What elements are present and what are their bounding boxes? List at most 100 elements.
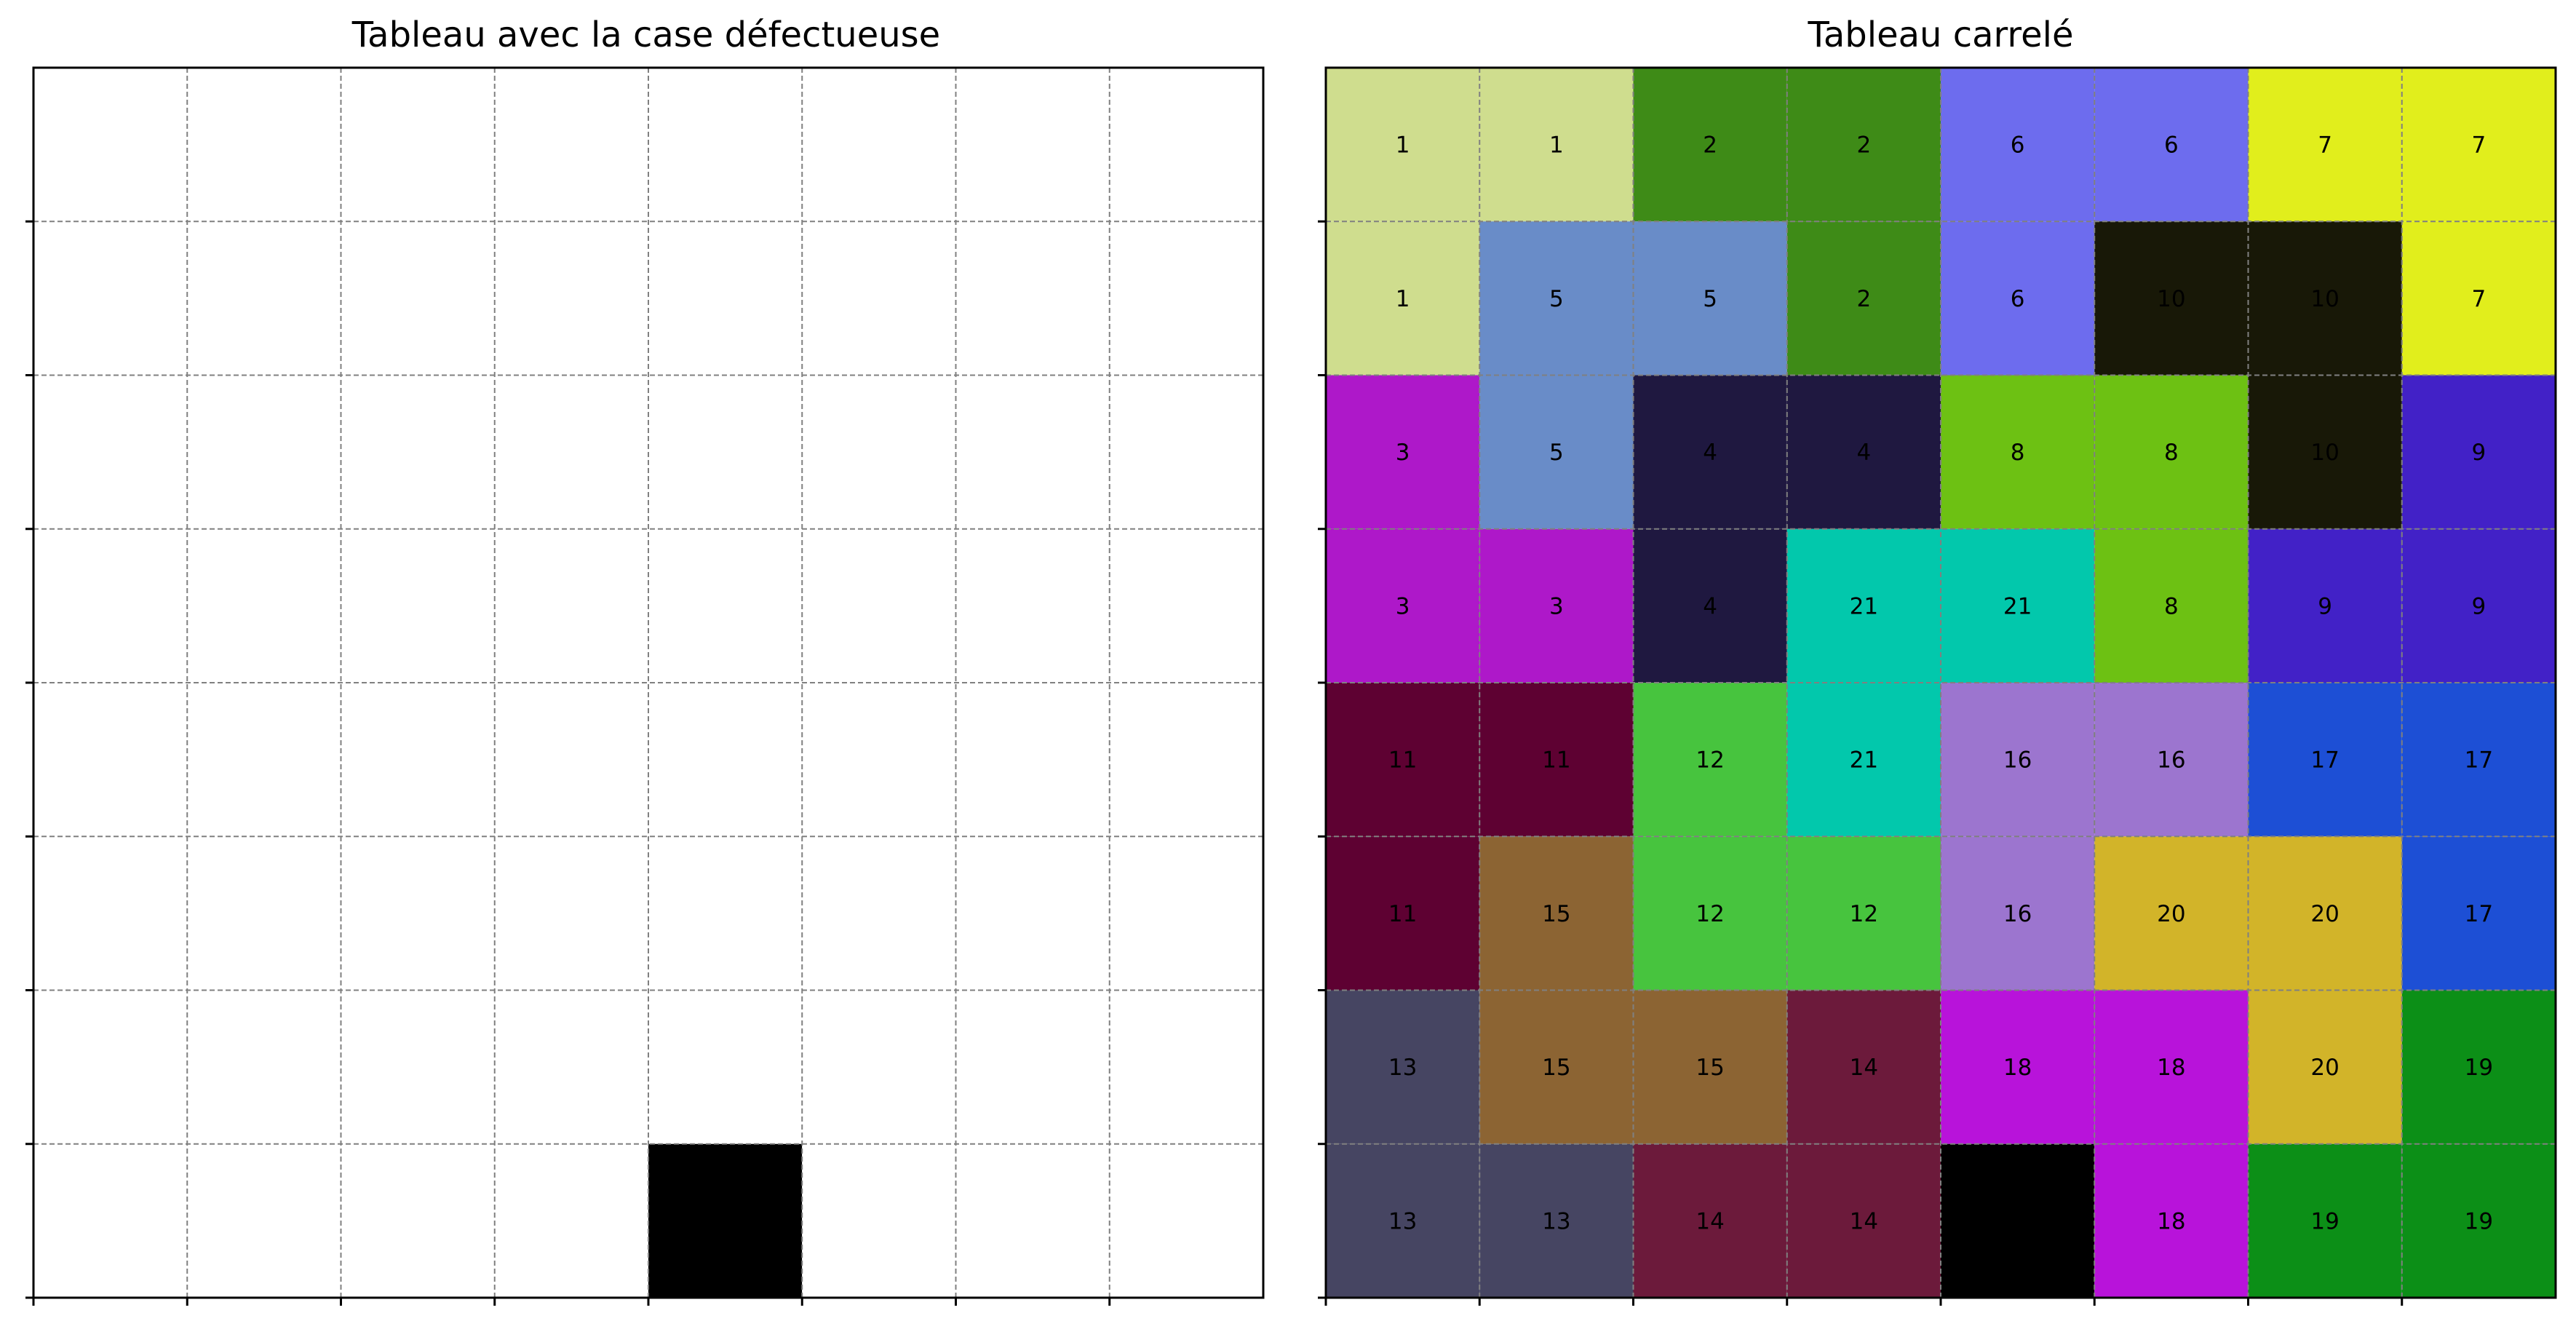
- tile-number-label: 20: [2310, 901, 2339, 927]
- board-cell: [1109, 375, 1263, 529]
- tile-number-label: 6: [2011, 286, 2025, 312]
- board-cell: [494, 836, 648, 991]
- board-cell: [187, 1143, 341, 1298]
- defective-cell: [1941, 1143, 2095, 1298]
- tile-number-label: 9: [2472, 593, 2486, 619]
- board-cell: [494, 1143, 648, 1298]
- tile-cell: [2401, 683, 2556, 837]
- tile-number-label: 2: [1857, 132, 1872, 159]
- tile-cell: [1479, 375, 1634, 529]
- tile-cell: [1326, 1143, 1480, 1298]
- board-cell: [1109, 990, 1263, 1144]
- tile-number-label: 1: [1549, 132, 1564, 159]
- tile-cell: [1633, 528, 1787, 683]
- tile-number-label: 17: [2465, 901, 2493, 927]
- board-cell: [187, 683, 341, 837]
- tile-cell: [2094, 68, 2249, 222]
- tile-number-label: 6: [2164, 132, 2179, 159]
- tile-number-label: 20: [2157, 901, 2185, 927]
- board-cell: [187, 836, 341, 991]
- tile-number-label: 8: [2011, 440, 2025, 466]
- board-cell: [33, 990, 188, 1144]
- board-cell: [341, 1143, 495, 1298]
- tile-cell: [1633, 375, 1787, 529]
- tile-cell: [2401, 68, 2556, 222]
- tile-cell: [2401, 836, 2556, 991]
- tile-cell: [1326, 221, 1480, 376]
- tile-number-label: 4: [1857, 440, 1872, 466]
- tile-cell: [2401, 1143, 2556, 1298]
- board-cell: [648, 683, 803, 837]
- tile-cell: [1479, 1143, 1634, 1298]
- tile-cell: [1479, 836, 1634, 991]
- board-cell: [648, 221, 803, 376]
- tile-number-label: 3: [1396, 593, 1410, 619]
- tile-number-label: 12: [1696, 901, 1724, 927]
- board-cell: [802, 1143, 956, 1298]
- board-cell: [648, 990, 803, 1144]
- board-cell: [955, 375, 1110, 529]
- tile-number-label: 9: [2318, 593, 2332, 619]
- board-cell: [494, 990, 648, 1144]
- right-panel-title: Tableau carrelé: [1808, 15, 2074, 55]
- tile-cell: [2248, 683, 2402, 837]
- board-cell: [341, 221, 495, 376]
- tile-number-label: 15: [1542, 1055, 1570, 1081]
- tile-cell: [1326, 375, 1480, 529]
- board-cell: [1109, 221, 1263, 376]
- board-cell: [955, 221, 1110, 376]
- board-cell: [955, 990, 1110, 1144]
- board-cell: [187, 990, 341, 1144]
- tile-cell: [1633, 221, 1787, 376]
- tile-cell: [1786, 836, 1941, 991]
- tile-number-label: 21: [1850, 747, 1878, 774]
- tiled-board-panel: 1 1 2 2 6 6 7 71 5 5 2 6 10 10 73 5 4 4 8 8 10 93 3 4 21 21 8 9 911 1…: [1318, 66, 2557, 1306]
- tile-cell: [1786, 528, 1941, 683]
- tile-cell: [1941, 375, 2095, 529]
- tile-cell: [2401, 990, 2556, 1144]
- board-cell: [33, 683, 188, 837]
- tile-cell: [2094, 528, 2249, 683]
- tile-cell: [1941, 683, 2095, 837]
- board-cell: [494, 375, 648, 529]
- tile-number-label: 19: [2310, 1208, 2339, 1234]
- tile-cell: [1326, 990, 1480, 1144]
- tile-number-label: 8: [2164, 440, 2179, 466]
- board-cell: [1109, 836, 1263, 991]
- tile-number-label: 5: [1703, 286, 1717, 312]
- tile-cell: [1633, 990, 1787, 1144]
- tile-number-label: 12: [1696, 747, 1724, 774]
- board-cell: [187, 528, 341, 683]
- tile-number-label: 8: [2164, 593, 2179, 619]
- board-cell: [1109, 1143, 1263, 1298]
- tile-cell: [2401, 528, 2556, 683]
- tile-number-label: 5: [1549, 440, 1564, 466]
- tile-cell: [1633, 836, 1787, 991]
- tile-number-label: 7: [2472, 286, 2486, 312]
- tile-number-label: 18: [2157, 1208, 2185, 1234]
- tile-number-label: 13: [1388, 1208, 1417, 1234]
- board-cell: [802, 221, 956, 376]
- tile-labels: 1 1 2 2 6 6 7 71 5 5 2 6 10 10 73 5 4 4 8 8 10 93 3 4 21 21 8 9 911 1…: [1388, 132, 2493, 1235]
- tile-cell: [2401, 221, 2556, 376]
- tile-number-label: 16: [2003, 747, 2032, 774]
- tile-number-label: 3: [1549, 593, 1564, 619]
- tile-number-label: 11: [1388, 901, 1417, 927]
- tile-number-label: 20: [2310, 1055, 2339, 1081]
- board-cell: [802, 990, 956, 1144]
- board-cell: [494, 221, 648, 376]
- tile-cell: [1941, 528, 2095, 683]
- tile-cell: [2248, 836, 2402, 991]
- board-cell: [341, 528, 495, 683]
- board-cell: [33, 836, 188, 991]
- tile-number-label: 15: [1542, 901, 1570, 927]
- tile-cell: [1326, 528, 1480, 683]
- board-cell: [341, 836, 495, 991]
- tile-number-label: 14: [1696, 1208, 1724, 1234]
- tile-cell: [1633, 68, 1787, 222]
- board-cell: [802, 375, 956, 529]
- tile-cell: [2248, 375, 2402, 529]
- tile-cell: [2094, 375, 2249, 529]
- board-cell: [33, 68, 188, 222]
- tile-number-label: 2: [1703, 132, 1717, 159]
